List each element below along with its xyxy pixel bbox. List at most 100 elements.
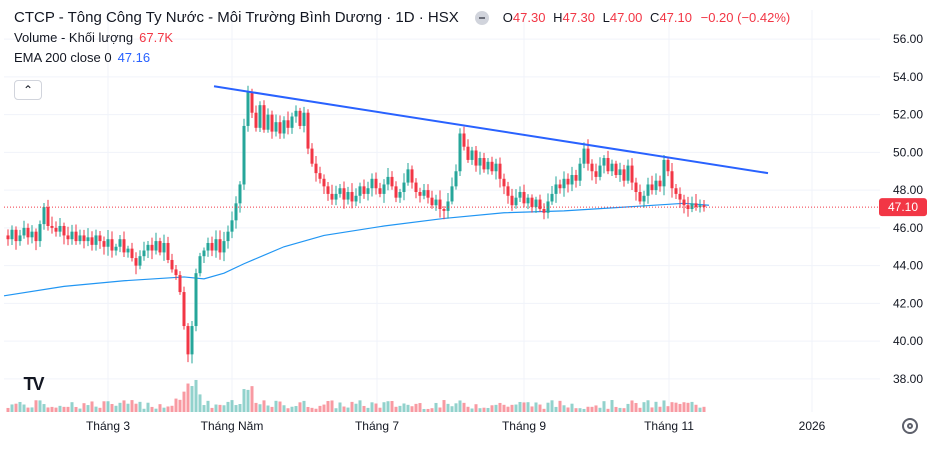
volume-bar bbox=[678, 403, 682, 412]
candle-body bbox=[234, 203, 238, 221]
volume-bar bbox=[370, 402, 374, 412]
candle-body bbox=[490, 161, 494, 172]
volume-bar bbox=[30, 407, 34, 412]
candle-body bbox=[294, 110, 298, 117]
volume-bar bbox=[186, 383, 190, 412]
candle-body bbox=[226, 231, 230, 242]
volume-legend-row[interactable]: Volume - Khối lượng 67.7K bbox=[14, 28, 790, 48]
candle-body bbox=[22, 227, 26, 236]
volume-bar bbox=[166, 406, 170, 412]
candle-body bbox=[546, 201, 550, 213]
candle-body bbox=[626, 165, 630, 181]
volume-bar bbox=[202, 405, 206, 412]
candle-body bbox=[422, 190, 426, 196]
candle-body bbox=[314, 163, 318, 174]
candle-body bbox=[254, 112, 258, 128]
volume-bar bbox=[582, 408, 586, 412]
volume-bar bbox=[126, 403, 130, 412]
candle-body bbox=[46, 207, 50, 226]
volume-bar bbox=[178, 399, 182, 412]
candle-body bbox=[54, 227, 58, 232]
candle-body bbox=[286, 120, 290, 128]
volume-bar bbox=[390, 401, 394, 412]
volume-bar bbox=[638, 407, 642, 412]
candle-body bbox=[6, 235, 10, 240]
symbol-title[interactable]: CTCP - Tông Công Ty Nước - Môi Trường Bì… bbox=[14, 9, 459, 26]
volume-bar bbox=[190, 386, 194, 412]
volume-bar bbox=[274, 400, 278, 412]
volume-bar bbox=[302, 400, 306, 412]
minus-circle-icon[interactable] bbox=[474, 11, 489, 25]
candle-body bbox=[158, 241, 162, 253]
candle-body bbox=[182, 292, 186, 327]
volume-bar bbox=[414, 403, 418, 412]
candle-body bbox=[266, 114, 270, 130]
candle-body bbox=[30, 231, 34, 238]
volume-bar bbox=[58, 405, 62, 412]
volume-bar bbox=[430, 408, 434, 412]
gear-icon[interactable] bbox=[902, 418, 918, 434]
candle-body bbox=[642, 195, 646, 202]
candle-body bbox=[214, 239, 218, 251]
ema-value: 47.16 bbox=[117, 50, 151, 65]
volume-bar bbox=[18, 401, 22, 412]
candle-body bbox=[426, 190, 430, 198]
volume-bar bbox=[234, 405, 238, 412]
volume-bar bbox=[54, 407, 58, 412]
volume-bar bbox=[130, 400, 134, 412]
candle-body bbox=[586, 148, 590, 164]
volume-bar bbox=[194, 379, 198, 412]
last-price-label: 47.10 bbox=[888, 200, 918, 214]
candle-body bbox=[402, 182, 406, 193]
candle-body bbox=[58, 225, 62, 232]
volume-bar bbox=[286, 408, 290, 412]
last-price-tag bbox=[879, 198, 927, 217]
candle-body bbox=[122, 239, 126, 253]
volume-bar bbox=[134, 403, 138, 412]
volume-bar bbox=[486, 407, 490, 412]
candle-body bbox=[162, 242, 166, 253]
candle-body bbox=[646, 184, 650, 196]
volume-bar bbox=[346, 407, 350, 412]
volume-bar bbox=[490, 405, 494, 412]
volume-bar bbox=[634, 403, 638, 412]
volume-bar bbox=[626, 403, 630, 412]
candle-body bbox=[306, 112, 310, 149]
candle-body bbox=[394, 186, 398, 198]
x-tick-label: Tháng 7 bbox=[355, 419, 399, 433]
volume-bar bbox=[34, 400, 38, 412]
ema-legend-row[interactable]: EMA 200 close 0 47.16 bbox=[14, 48, 790, 68]
volume-bar bbox=[250, 386, 254, 412]
volume-bar bbox=[610, 400, 614, 412]
volume-bar bbox=[106, 401, 110, 412]
volume-bar bbox=[602, 401, 606, 412]
candle-body bbox=[238, 184, 242, 204]
volume-bar bbox=[206, 400, 210, 412]
volume-bar bbox=[658, 406, 662, 412]
volume-bar bbox=[386, 401, 390, 412]
candle-body bbox=[530, 197, 534, 208]
collapse-legend-button[interactable]: ⌃ bbox=[14, 80, 42, 100]
volume-bar bbox=[606, 408, 610, 412]
volume-bar bbox=[118, 402, 122, 412]
candle-body bbox=[326, 186, 330, 194]
volume-layer bbox=[6, 379, 706, 412]
high-label: H bbox=[553, 10, 563, 25]
candle-body bbox=[542, 209, 546, 213]
volume-bar bbox=[238, 404, 242, 412]
tradingview-logo-icon[interactable]: TV bbox=[16, 370, 50, 398]
volume-bar bbox=[394, 406, 398, 412]
candle-body bbox=[550, 193, 554, 202]
candle-body bbox=[566, 178, 570, 185]
candle-body bbox=[70, 231, 74, 240]
volume-bar bbox=[682, 402, 686, 412]
candle-body bbox=[522, 192, 526, 204]
volume-bar bbox=[102, 401, 106, 412]
volume-bar bbox=[158, 404, 162, 412]
volume-bar bbox=[550, 400, 554, 412]
candle-body bbox=[362, 186, 366, 194]
volume-bar bbox=[570, 403, 574, 412]
candle-body bbox=[270, 114, 274, 132]
